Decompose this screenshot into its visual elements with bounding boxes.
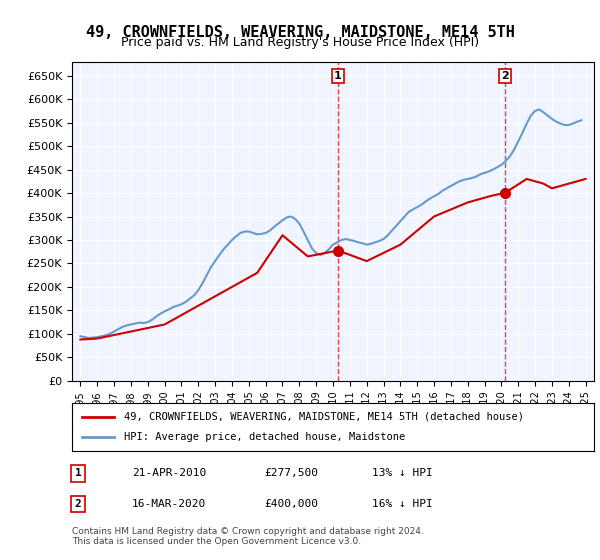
Text: 1: 1	[74, 468, 82, 478]
Text: 49, CROWNFIELDS, WEAVERING, MAIDSTONE, ME14 5TH: 49, CROWNFIELDS, WEAVERING, MAIDSTONE, M…	[86, 25, 514, 40]
Text: Price paid vs. HM Land Registry's House Price Index (HPI): Price paid vs. HM Land Registry's House …	[121, 36, 479, 49]
Text: 16% ↓ HPI: 16% ↓ HPI	[372, 499, 433, 509]
Text: 13% ↓ HPI: 13% ↓ HPI	[372, 468, 433, 478]
Text: £277,500: £277,500	[264, 468, 318, 478]
Text: 16-MAR-2020: 16-MAR-2020	[132, 499, 206, 509]
Text: 49, CROWNFIELDS, WEAVERING, MAIDSTONE, ME14 5TH (detached house): 49, CROWNFIELDS, WEAVERING, MAIDSTONE, M…	[124, 412, 524, 422]
Text: 2: 2	[74, 499, 82, 509]
Text: £400,000: £400,000	[264, 499, 318, 509]
Text: 2: 2	[501, 71, 509, 81]
Text: HPI: Average price, detached house, Maidstone: HPI: Average price, detached house, Maid…	[124, 432, 406, 442]
Text: 1: 1	[334, 71, 342, 81]
Text: 21-APR-2010: 21-APR-2010	[132, 468, 206, 478]
Text: Contains HM Land Registry data © Crown copyright and database right 2024.
This d: Contains HM Land Registry data © Crown c…	[72, 526, 424, 546]
